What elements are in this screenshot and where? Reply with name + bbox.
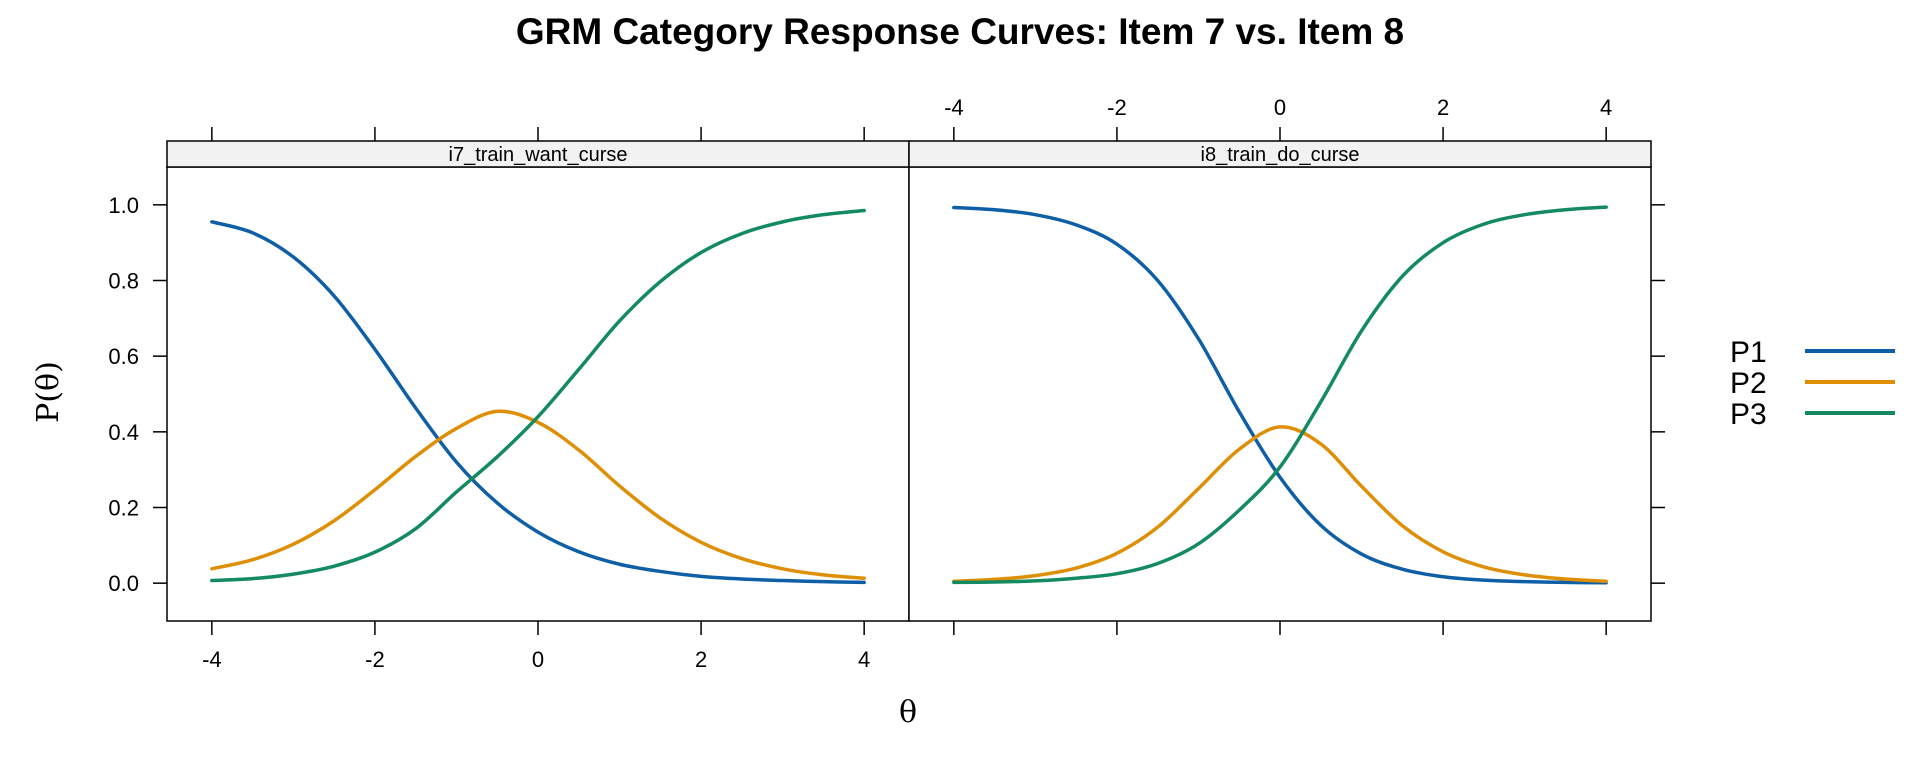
x-tick-label: 4 xyxy=(858,647,870,672)
y-tick-label: 0.6 xyxy=(108,344,139,369)
series-line-p3-panel-1 xyxy=(210,208,866,583)
series-line-p1-panel-1 xyxy=(210,220,866,585)
strip-label: i7_train_want_curse xyxy=(449,144,628,166)
y-tick-label: 0.2 xyxy=(108,496,139,521)
series-line-p2-panel-1 xyxy=(210,409,866,580)
series-line-p2-panel-2 xyxy=(952,425,1608,584)
y-axis-label: P(θ) xyxy=(31,361,66,423)
x-tick-label: -4 xyxy=(202,647,222,672)
strip-header xyxy=(166,140,910,168)
panels-layer: i7_train_want_curse -4 -2 0 2 4 0.0 0.2 0.4 0.6 0.… xyxy=(108,95,1665,672)
plot-area xyxy=(908,166,1652,622)
y-tick-label: 0.8 xyxy=(108,269,139,294)
y-tick-label: 0.0 xyxy=(108,571,139,596)
plot-area xyxy=(166,166,910,622)
x-tick-label: -4 xyxy=(944,95,964,120)
legend-label-p1: P1 xyxy=(1730,336,1767,369)
y-tick-label: 1.0 xyxy=(108,193,139,218)
x-tick-label: -2 xyxy=(1107,95,1127,120)
y-tick-label: 0.4 xyxy=(108,420,139,445)
x-tick-label: 2 xyxy=(1437,95,1449,120)
panel-1: i7_train_want_curse -4 -2 0 2 4 0.0 0.2 0.4 0.6 0.… xyxy=(108,127,910,672)
x-tick-label: 4 xyxy=(1600,95,1612,120)
strip-label: i8_train_do_curse xyxy=(1201,144,1360,166)
x-axis-label: θ xyxy=(899,695,917,730)
chart-title: GRM Category Response Curves: Item 7 vs.… xyxy=(516,11,1404,52)
strip-header xyxy=(908,140,1652,168)
panel-2: i8_train_do_curse -4 -2 0 2 4 xyxy=(908,95,1665,635)
series-line-p3-panel-2 xyxy=(952,205,1608,585)
x-tick-label: 0 xyxy=(1274,95,1286,120)
x-tick-label: -2 xyxy=(365,647,385,672)
x-tick-label: 2 xyxy=(695,647,707,672)
legend-label-p2: P2 xyxy=(1730,367,1767,400)
x-tick-label: 0 xyxy=(532,647,544,672)
legend-label-p3: P3 xyxy=(1730,398,1767,431)
